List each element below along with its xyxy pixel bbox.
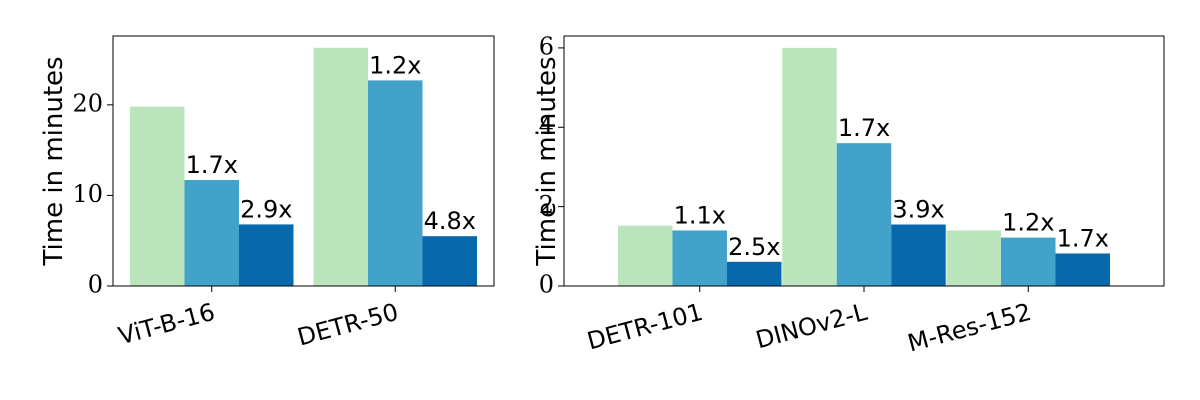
y-tick-label: 0 bbox=[88, 271, 103, 299]
bar-detr-101-s1 bbox=[672, 230, 727, 286]
y-axis-label: Time in minutes bbox=[532, 56, 562, 266]
bar-value-label: 1.7x bbox=[838, 114, 890, 142]
y-tick-label: 6 bbox=[539, 32, 554, 60]
bar-value-label: 4.8x bbox=[424, 207, 476, 235]
bar-value-label: 1.7x bbox=[1057, 224, 1109, 252]
x-tick-label: DETR-50 bbox=[294, 298, 401, 352]
y-tick-label: 20 bbox=[72, 89, 103, 117]
bar-vit-b-16-s2 bbox=[239, 224, 294, 286]
bar-value-label: 2.5x bbox=[728, 233, 780, 261]
bar-vit-b-16-s1 bbox=[184, 180, 239, 286]
bar-dinov2-l-s0 bbox=[782, 47, 837, 287]
x-tick-label: M-Res-152 bbox=[905, 298, 1035, 358]
plot-frame bbox=[563, 35, 1165, 287]
bar-m-res-152-s2 bbox=[1055, 253, 1110, 286]
y-tick-label: 2 bbox=[539, 191, 554, 219]
y-tick-label: 10 bbox=[72, 180, 103, 208]
bar-value-label: 1.1x bbox=[674, 201, 726, 229]
bar-value-label: 1.2x bbox=[369, 51, 421, 79]
bar-detr-50-s0 bbox=[313, 47, 368, 287]
x-tick-label: ViT-B-16 bbox=[115, 298, 217, 351]
y-axis-label: Time in minutes bbox=[39, 56, 69, 266]
bar-detr-101-s2 bbox=[727, 261, 782, 286]
x-tick-label: DINOv2-L bbox=[753, 298, 871, 355]
x-tick-label: DETR-101 bbox=[584, 298, 706, 356]
chart-left: 1.7x2.9x ViT-B-16 1.2x 4.8x DETR-50 0 10 20Time… bbox=[39, 35, 495, 352]
bar-detr-50-s1 bbox=[368, 80, 423, 286]
y-tick-label: 4 bbox=[539, 112, 554, 140]
plot-frame bbox=[112, 35, 495, 287]
bar-vit-b-16-s0 bbox=[130, 106, 185, 286]
bar-value-label: 3.9x bbox=[892, 195, 944, 223]
bar-value-label: 2.9x bbox=[240, 195, 292, 223]
bar-dinov2-l-s2 bbox=[891, 224, 946, 286]
bar-detr-50-s2 bbox=[422, 236, 477, 286]
y-tick-label: 0 bbox=[539, 271, 554, 299]
bar-value-label: 1.7x bbox=[186, 151, 238, 179]
bar-value-label: 1.2x bbox=[1002, 209, 1054, 237]
bar-m-res-152-s0 bbox=[946, 230, 1001, 286]
bar-dinov2-l-s1 bbox=[836, 143, 892, 286]
chart-right: 1.1x2.5xDETR-1011.7x3.9xDINOv2-L1.2x1.7x… bbox=[532, 32, 1165, 358]
bar-detr-101-s0 bbox=[618, 225, 673, 286]
bar-m-res-152-s1 bbox=[1001, 237, 1056, 286]
